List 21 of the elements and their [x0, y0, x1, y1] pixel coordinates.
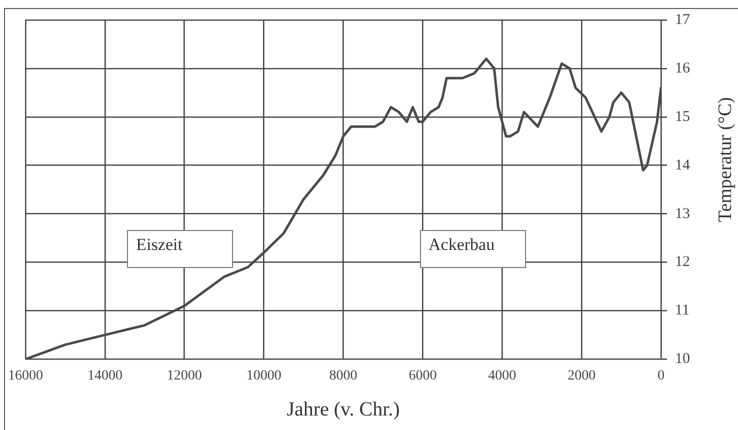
note-box: Eiszeit: [127, 230, 234, 268]
y-tick-label: 16: [675, 60, 690, 76]
y-tick-label: 17: [675, 12, 690, 28]
y-axis-title: Temperatur (°C): [714, 97, 736, 222]
x-tick-label: 16000: [8, 368, 43, 384]
y-tick-label: 15: [675, 108, 690, 125]
y-tick-label: 14: [675, 157, 690, 174]
x-tick-label: 8000: [329, 368, 358, 384]
y-tick-label: 11: [675, 302, 690, 319]
y-tick-label: 10: [675, 351, 690, 368]
x-tick-label: 4000: [488, 368, 516, 384]
y-tick-label: 13: [675, 206, 690, 222]
x-tick-label: 0: [658, 368, 664, 384]
x-tick-label: 14000: [87, 368, 122, 384]
note-box: Ackerbau: [420, 230, 526, 268]
x-tick-label: 10000: [246, 368, 282, 384]
x-axis-title: Jahre (v. Chr.): [286, 398, 400, 420]
x-tick-label: 12000: [166, 368, 202, 384]
x-tick-label: 2000: [568, 368, 596, 384]
x-tick-label: 6000: [408, 368, 437, 384]
y-tick-label: 12: [675, 254, 690, 270]
